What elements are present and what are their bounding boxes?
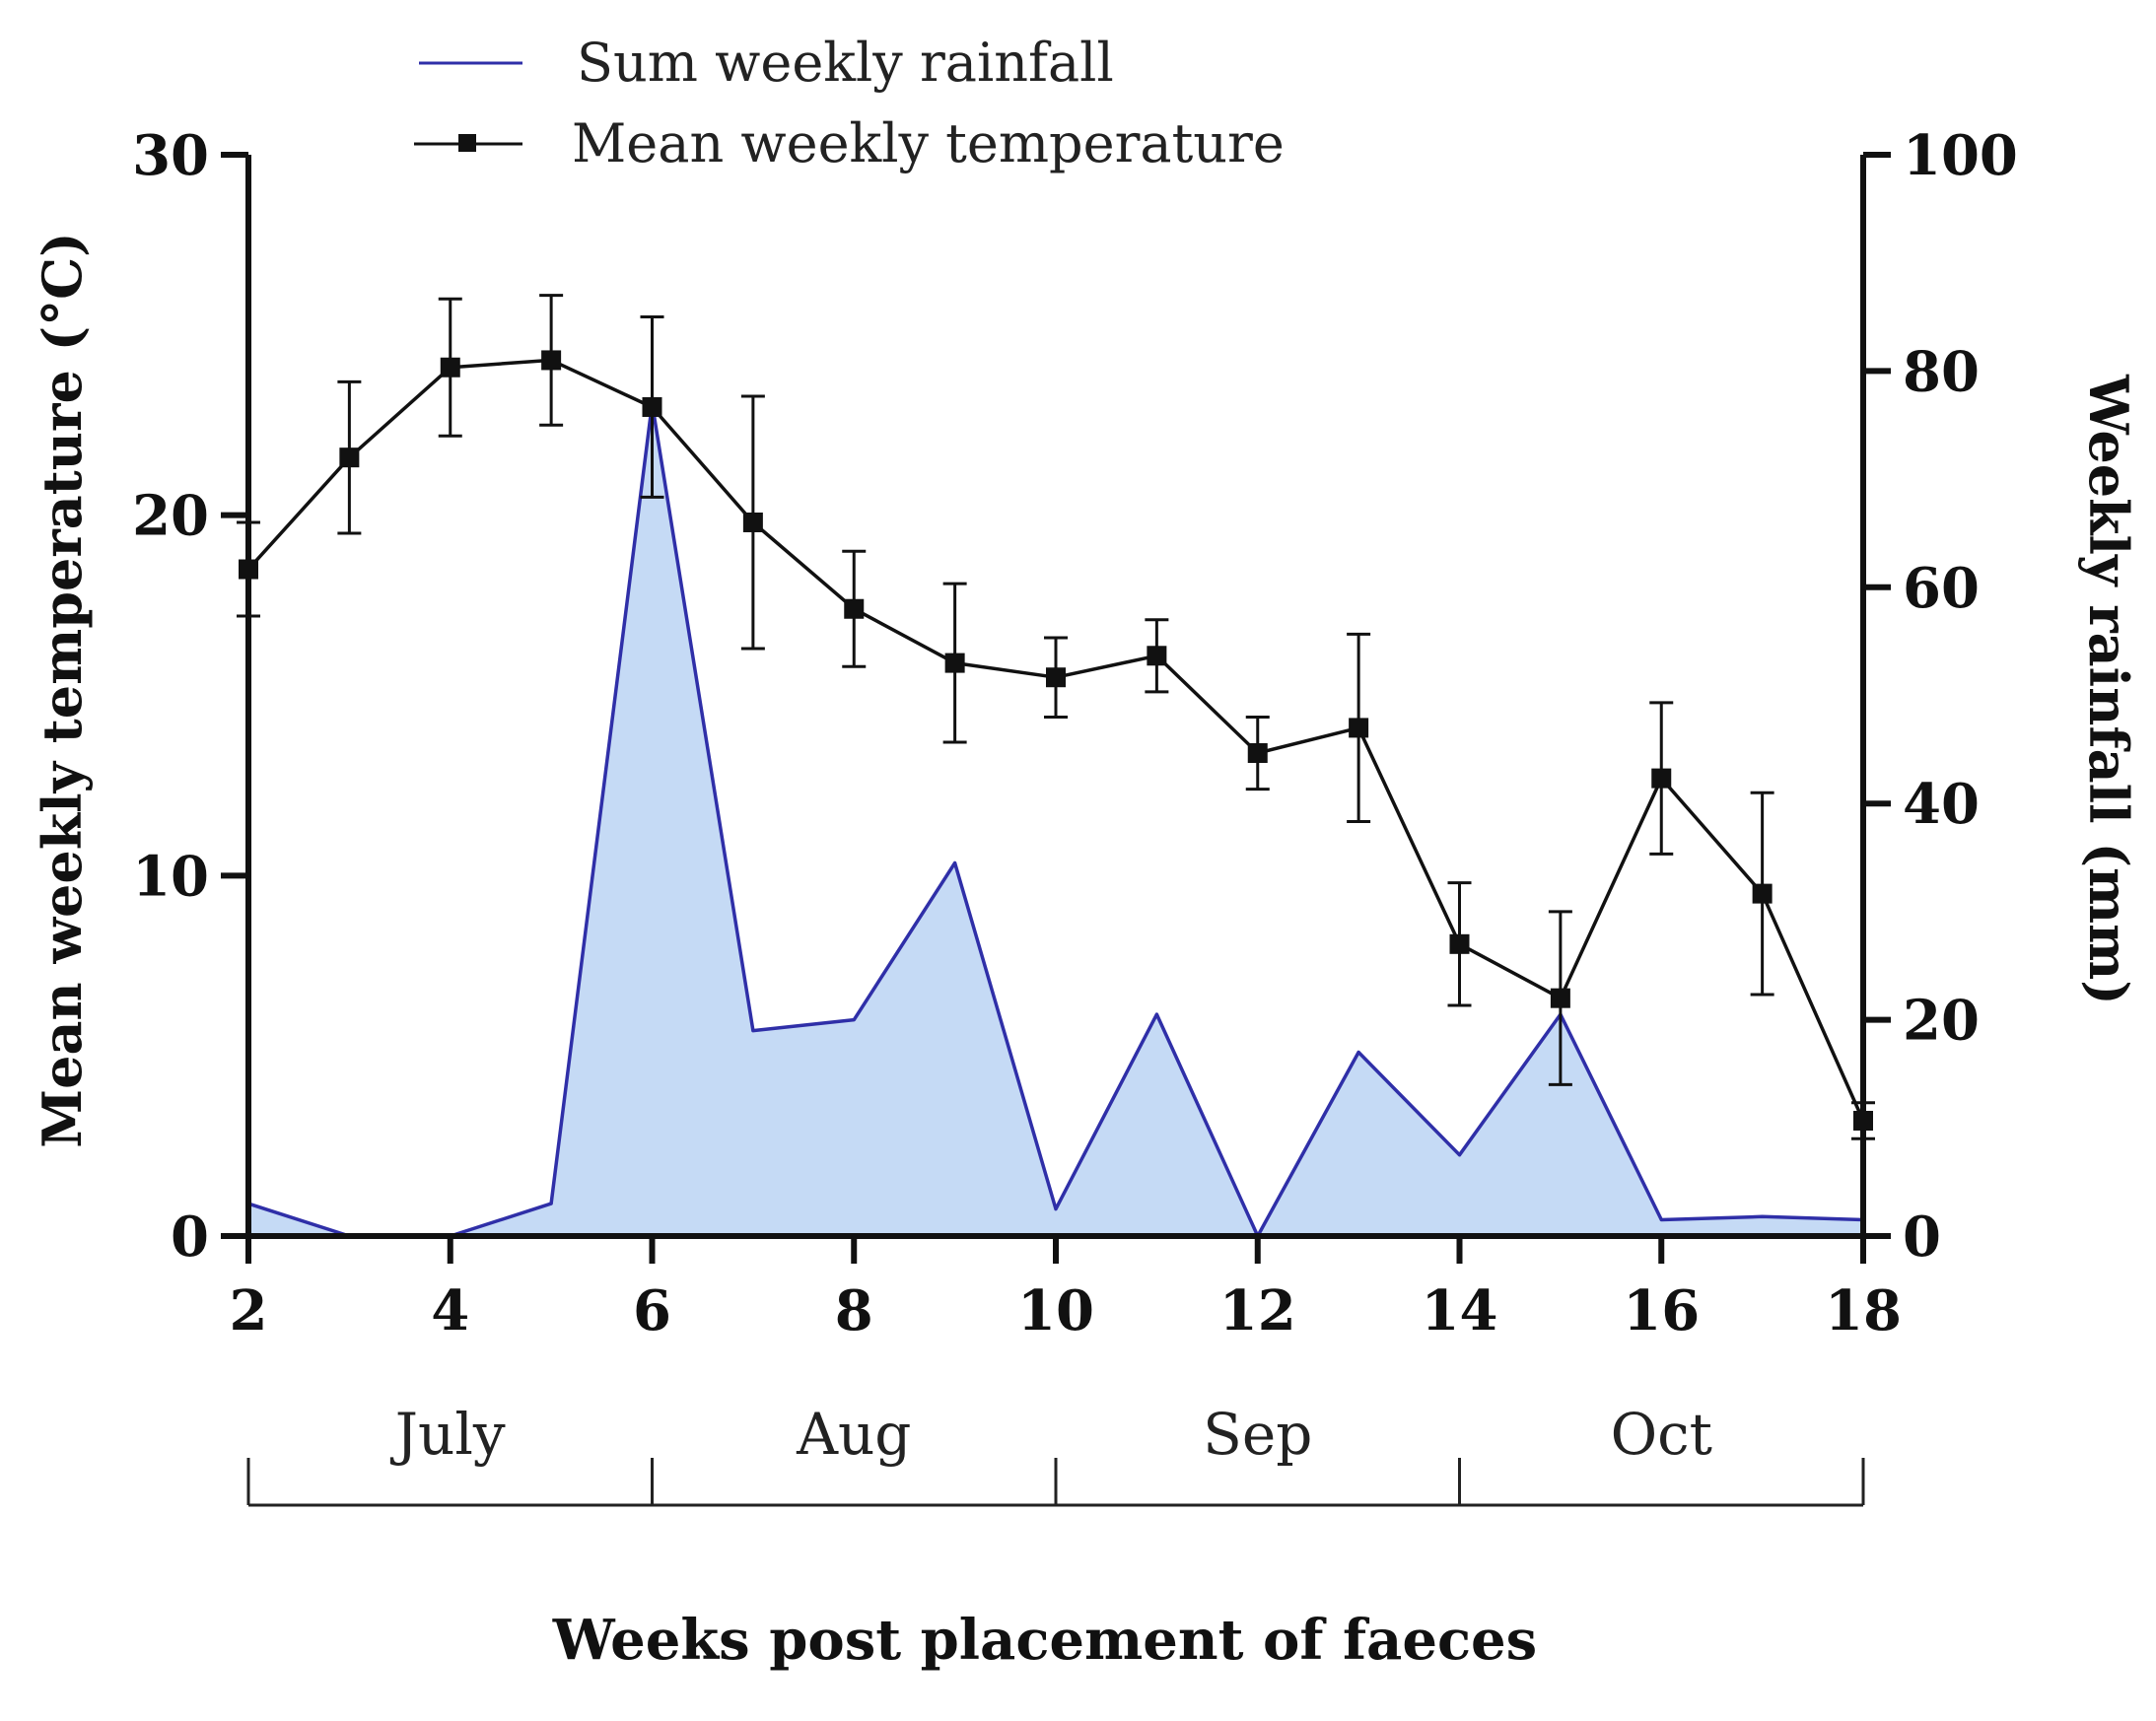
- temperature-point: [1651, 768, 1672, 789]
- x-tick-label: 18: [1825, 1278, 1902, 1343]
- y-right-tick-label: 0: [1903, 1205, 1941, 1270]
- rainfall-point: [852, 1018, 856, 1022]
- axes: [221, 152, 1891, 1264]
- month-bracket: July Aug Sep Oct: [246, 1401, 1865, 1507]
- temperature-point: [1247, 743, 1268, 764]
- y-left-tick-label: 0: [171, 1205, 209, 1270]
- temperature-point: [1046, 667, 1066, 688]
- rainfall-series: [246, 401, 1865, 1238]
- rainfall-area: [248, 403, 1863, 1236]
- y-right-tick-label: 40: [1903, 772, 1980, 837]
- month-label: Oct: [1611, 1401, 1712, 1468]
- temperature-point: [541, 350, 562, 371]
- legend-rainfall-label: Sum weekly rainfall: [577, 32, 1114, 94]
- x-tick-label: 14: [1422, 1278, 1498, 1343]
- temperature-point: [944, 653, 965, 673]
- legend-temperature-marker: [458, 134, 476, 152]
- legend-temperature-label: Mean weekly temperature: [572, 112, 1285, 174]
- x-axis-title: Weeks post placement of faeces: [552, 1608, 1537, 1673]
- month-label: Sep: [1203, 1401, 1312, 1468]
- temperature-point: [1752, 883, 1773, 904]
- temperature-point: [1349, 718, 1369, 738]
- y-left-tick-label: 10: [132, 844, 209, 909]
- x-tick-label: 2: [230, 1278, 268, 1343]
- temperature-line: [246, 358, 1865, 1122]
- rainfall-point: [1761, 1214, 1765, 1218]
- y-left-axis-title: Mean weekly temperature (°C): [31, 232, 94, 1147]
- x-tick-label: 10: [1017, 1278, 1094, 1343]
- month-label: Aug: [796, 1401, 911, 1468]
- temperature-point: [339, 447, 360, 468]
- x-tick-label: 8: [835, 1278, 873, 1343]
- rainfall-point: [1458, 1153, 1461, 1157]
- y-right-tick-label: 60: [1903, 556, 1980, 621]
- legend: Sum weekly rainfall Mean weekly temperat…: [414, 32, 1285, 174]
- y-left-tick-label: 20: [132, 484, 209, 549]
- rainfall-line: [247, 401, 1864, 1238]
- rainfall-point: [549, 1202, 553, 1205]
- y-right-axis-title: Weekly rainfall (mm): [2077, 374, 2140, 1005]
- temperature-point: [742, 512, 763, 532]
- x-tick-label: 16: [1623, 1278, 1700, 1343]
- x-tick-label: 4: [431, 1278, 469, 1343]
- temperature-point: [440, 357, 460, 378]
- rainfall-point: [1356, 1051, 1360, 1055]
- rainfall-point: [953, 861, 957, 865]
- rainfall-point: [1054, 1207, 1058, 1211]
- y-right-tick-label: 20: [1903, 989, 1980, 1054]
- temperature-point: [1147, 646, 1167, 666]
- temperature-point: [844, 598, 865, 619]
- y-right-tick-label: 100: [1903, 123, 2018, 188]
- temperature-point: [1449, 933, 1470, 954]
- month-label: July: [390, 1401, 506, 1468]
- temperature-series: [237, 294, 1875, 1140]
- rainfall-point: [751, 1029, 755, 1033]
- temperature-point: [1550, 988, 1570, 1008]
- x-tick-label: 12: [1219, 1278, 1296, 1343]
- rainfall-point: [1659, 1218, 1663, 1222]
- temperature-point: [642, 396, 662, 417]
- y-left-tick-label: 30: [132, 123, 209, 188]
- rainfall-point: [1154, 1012, 1158, 1016]
- x-tick-label: 6: [633, 1278, 671, 1343]
- y-right-tick-label: 80: [1903, 339, 1980, 404]
